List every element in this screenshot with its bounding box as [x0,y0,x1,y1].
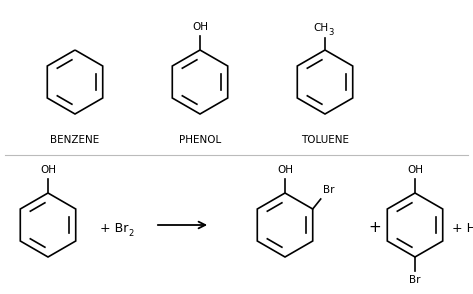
Text: OH: OH [192,22,208,32]
Text: BENZENE: BENZENE [51,135,100,145]
Text: + HBr: + HBr [452,221,473,235]
Text: 3: 3 [328,28,333,37]
Text: OH: OH [277,165,293,175]
Text: +: + [368,220,381,235]
Text: Br: Br [409,275,421,285]
Text: + Br: + Br [100,221,128,235]
Text: OH: OH [40,165,56,175]
Text: PHENOL: PHENOL [179,135,221,145]
Text: CH: CH [314,23,329,33]
Text: TOLUENE: TOLUENE [301,135,349,145]
Text: 2: 2 [128,228,133,238]
Text: Br: Br [323,185,334,195]
Text: OH: OH [407,165,423,175]
